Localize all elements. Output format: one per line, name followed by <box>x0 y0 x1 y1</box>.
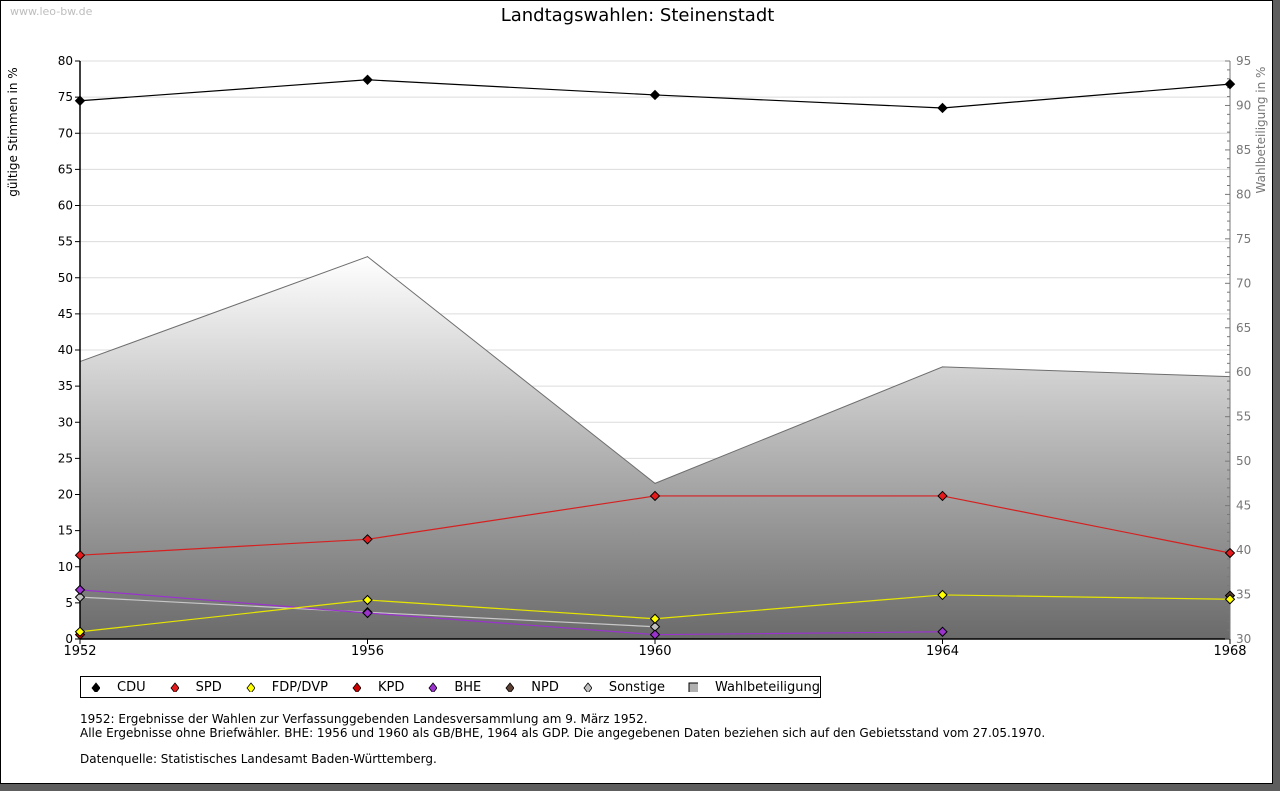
y2-tick-label: 30 <box>1236 632 1251 646</box>
legend-item: BHE <box>427 680 481 695</box>
y-tick-label: 10 <box>58 560 73 574</box>
y-tick-label: 15 <box>58 524 73 538</box>
y-tick-label: 0 <box>65 632 73 646</box>
legend: CDU SPD FDP/DVP KPD BHE NPD Sonstige Wahlbeteil… <box>80 676 821 698</box>
watermark: www.leo-bw.de <box>10 5 93 18</box>
axes: 0 5 10 15 20 25 30 35 40 45 50 55 60 65 70 75 80 30 35 40 45… <box>6 54 1268 659</box>
legend-label: FDP/DVP <box>271 679 328 695</box>
data-point-bhe <box>937 626 948 637</box>
y-tick-label: 65 <box>58 162 73 176</box>
y2-tick-label: 70 <box>1236 276 1251 290</box>
legend-item: FDP/DVP <box>245 680 328 695</box>
x-tick-label: 1960 <box>638 644 671 659</box>
y2-tick-label: 50 <box>1236 454 1251 468</box>
legend-item: CDU <box>90 680 146 695</box>
y-tick-label: 40 <box>58 343 73 357</box>
chart-title: Landtagswahlen: Steinenstadt <box>500 5 775 26</box>
legend-label: CDU <box>117 679 146 695</box>
legend-diamond-icon <box>91 682 100 692</box>
y-tick-label: 60 <box>58 199 73 213</box>
x-tick-label: 1956 <box>351 644 384 659</box>
data-point-bhe <box>362 607 373 619</box>
data-point-spd <box>362 534 373 545</box>
y2-tick-label: 35 <box>1236 588 1251 602</box>
turnout-point <box>367 256 368 258</box>
y2-axis-title: Wahlbeteiligung in % <box>1254 67 1268 194</box>
data-point-spd <box>74 549 86 561</box>
data-point-cdu <box>1224 78 1236 90</box>
data-point-fdp-dvp <box>362 594 373 606</box>
data-point-fdp-dvp <box>1224 594 1236 605</box>
series-line-bhe <box>79 589 943 636</box>
legend-item: Wahlbeteiligung <box>688 680 820 695</box>
data-point-fdp-dvp <box>74 626 86 637</box>
series-markers <box>74 74 1236 640</box>
note-general: Alle Ergebnisse ohne Briefwähler. BHE: 1… <box>80 726 1046 740</box>
legend-diamond-icon <box>352 682 361 692</box>
data-point-bhe <box>74 584 86 596</box>
legend-square-icon <box>688 682 699 692</box>
data-point-cdu <box>74 95 86 106</box>
data-point-cdu <box>937 102 948 114</box>
y2-tick-label: 45 <box>1236 499 1251 513</box>
y-tick-label: 25 <box>58 451 73 465</box>
legend-item: SPD <box>169 680 222 695</box>
note-1952: 1952: Ergebnisse der Wahlen zur Verfassu… <box>80 712 648 726</box>
data-point-bhe <box>649 629 661 640</box>
data-point-spd <box>1224 547 1236 559</box>
legend-label: Sonstige <box>608 679 666 695</box>
legend-diamond-icon <box>246 682 255 692</box>
legend-diamond-icon <box>583 682 592 692</box>
data-point-spd <box>937 490 948 502</box>
legend-item: KPD <box>351 680 404 695</box>
y2-tick-label: 95 <box>1236 54 1251 68</box>
legend-diamond-icon <box>428 682 438 692</box>
turnout-point <box>654 482 656 484</box>
legend-label: SPD <box>195 679 222 695</box>
y2-tick-label: 65 <box>1236 321 1251 335</box>
data-point-cdu <box>362 74 373 85</box>
y2-tick-label: 55 <box>1236 410 1251 424</box>
y2-tick-label: 40 <box>1236 543 1251 557</box>
data-point-sonstige <box>74 591 86 603</box>
y-tick-label: 30 <box>58 415 73 429</box>
y2-tick-label: 85 <box>1236 143 1251 157</box>
y2-tick-label: 75 <box>1236 232 1251 246</box>
y-tick-label: 20 <box>58 488 73 502</box>
legend-label: Wahlbeteiligung <box>715 679 821 695</box>
x-tick-label: 1952 <box>63 644 96 659</box>
data-point-fdp-dvp <box>937 589 948 601</box>
legend-label: KPD <box>377 679 405 695</box>
legend-label: NPD <box>531 679 559 695</box>
y-axis-title: gültige Stimmen in % <box>6 67 20 196</box>
chart-plot: 0 5 10 15 20 25 30 35 40 45 50 55 60 65 70 75 80 30 35 40 45… <box>6 54 1268 659</box>
y-tick-label: 80 <box>58 54 73 68</box>
footnotes: 1952: Ergebnisse der Wahlen zur Verfassu… <box>80 712 1045 766</box>
legend-diamond-icon <box>170 682 179 692</box>
y-tick-label: 50 <box>58 271 73 285</box>
legend-label: BHE <box>454 679 482 695</box>
y-tick-label: 35 <box>58 379 73 393</box>
turnout-point <box>942 366 943 368</box>
legend-item: Sonstige <box>582 680 665 695</box>
y-tick-label: 55 <box>58 235 73 249</box>
y2-tick-label: 80 <box>1236 187 1251 201</box>
legend-item: NPD <box>504 680 559 695</box>
y2-tick-label: 60 <box>1236 365 1251 379</box>
y-tick-label: 70 <box>58 126 73 140</box>
data-point-fdp-dvp <box>649 613 661 624</box>
data-point-cdu <box>649 89 661 101</box>
y-tick-label: 5 <box>65 596 73 610</box>
y2-tick-label: 90 <box>1236 98 1251 112</box>
data-point-spd <box>649 490 661 502</box>
legend-diamond-icon <box>505 682 515 692</box>
data-source: Datenquelle: Statistisches Landesamt Bad… <box>80 752 437 766</box>
y-tick-label: 45 <box>58 307 73 321</box>
y-tick-label: 75 <box>58 90 73 104</box>
x-tick-label: 1964 <box>926 644 959 659</box>
x-tick-label: 1968 <box>1213 644 1246 659</box>
